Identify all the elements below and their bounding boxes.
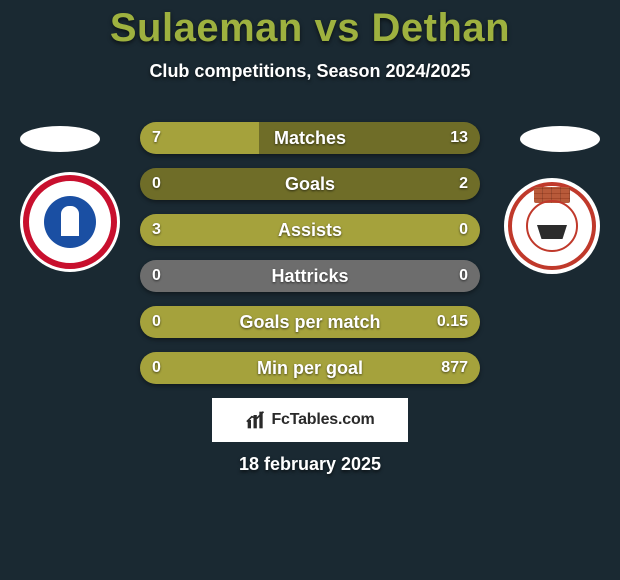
stat-row: 02Goals [140, 168, 480, 200]
stat-label: Assists [140, 214, 480, 246]
team-crest-left: PERSIJA [20, 172, 120, 272]
brand-text: FcTables.com [271, 411, 374, 429]
stat-label: Goals per match [140, 306, 480, 338]
stat-row: 00Hattricks [140, 260, 480, 292]
page-title: Sulaeman vs Dethan [0, 0, 620, 51]
team-crest-right [504, 178, 600, 274]
subtitle: Club competitions, Season 2024/2025 [0, 61, 620, 82]
date-text: 18 february 2025 [0, 454, 620, 475]
stat-row: 00.15Goals per match [140, 306, 480, 338]
stat-label: Hattricks [140, 260, 480, 292]
crest-right-inner [526, 200, 578, 252]
stat-label: Min per goal [140, 352, 480, 384]
stat-row: 30Assists [140, 214, 480, 246]
flag-right [520, 126, 600, 152]
stat-label: Matches [140, 122, 480, 154]
vs-text: vs [303, 6, 372, 50]
stat-row: 713Matches [140, 122, 480, 154]
crest-left-monument-icon [61, 206, 79, 236]
player-right-name: Dethan [372, 6, 511, 50]
player-left-name: Sulaeman [110, 6, 303, 50]
brand-badge: FcTables.com [212, 398, 408, 442]
brand-chart-icon [245, 410, 267, 430]
crest-right-boat-icon [537, 225, 567, 239]
crest-left-label: PERSIJA [54, 190, 86, 197]
stat-bars: 713Matches 02Goals 30Assists 00Hattricks 00.… [140, 122, 480, 398]
stat-row: 0877Min per goal [140, 352, 480, 384]
flag-left [20, 126, 100, 152]
stat-label: Goals [140, 168, 480, 200]
